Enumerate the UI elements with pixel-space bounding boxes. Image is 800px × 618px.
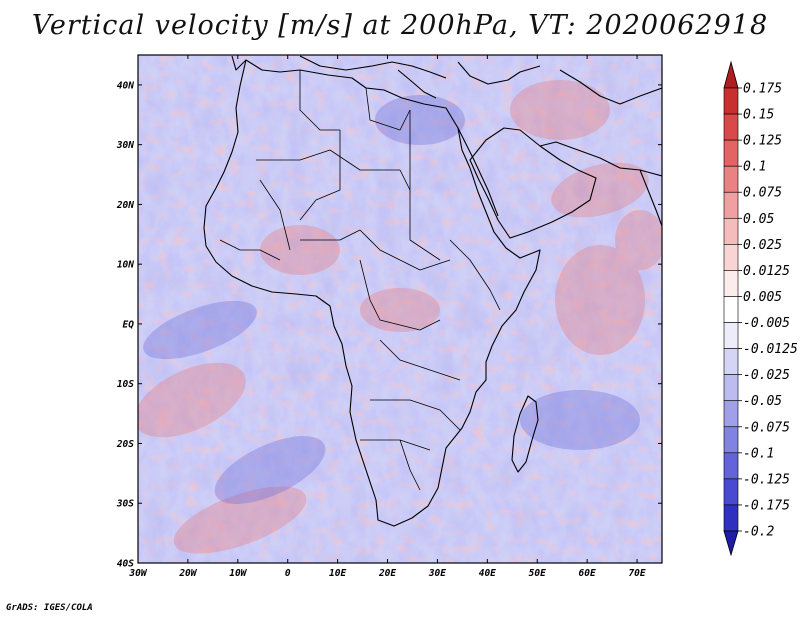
colorbar-label: -0.125	[743, 472, 790, 487]
colorbar-label: 0.075	[743, 186, 782, 201]
colorbar-segment	[723, 113, 739, 141]
colorbar-label: -0.0125	[743, 342, 798, 357]
colorbar-segment	[723, 191, 739, 219]
lon-tick-label: 20E	[378, 568, 396, 579]
colorbar-segment	[723, 452, 739, 480]
lat-tick-label: 20N	[116, 200, 134, 211]
colorbar-label: 0.005	[743, 290, 782, 305]
colorbar-segment	[723, 400, 739, 428]
credit-label: GrADS: IGES/COLA	[6, 603, 93, 613]
colorbar-label: -0.2	[743, 525, 774, 540]
velocity-field	[138, 55, 662, 563]
colorbar-label: -0.025	[743, 368, 790, 383]
colorbar-segment	[723, 322, 739, 349]
colorbar-segment	[723, 139, 739, 167]
lat-tick-label: 30S	[116, 499, 134, 510]
lon-tick-label: 50E	[529, 568, 546, 579]
colorbar-label: -0.05	[743, 394, 782, 409]
colorbar-label: 0.1	[743, 160, 766, 175]
colorbar-label: 0.05	[743, 212, 774, 227]
coastlines	[203, 55, 662, 527]
lat-tick-label: 40S	[117, 559, 134, 570]
lon-tick-label: 30E	[428, 568, 446, 579]
colorbar-segment	[723, 270, 739, 297]
colorbar-label: 0.0125	[743, 264, 790, 279]
lon-tick-label: 10W	[229, 568, 247, 579]
map-title: Vertical velocity [m/s] at 200hPa, VT: 2…	[31, 10, 769, 41]
colorbar-segment	[723, 504, 739, 532]
colorbar-label: 0.15	[743, 108, 774, 123]
colorbar-label: -0.005	[743, 316, 790, 331]
lon-tick-label: 0	[285, 568, 291, 579]
colorbar-segment	[723, 374, 739, 402]
colorbar-label: -0.1	[743, 446, 774, 461]
colorbar-bottom-arrow	[723, 530, 739, 557]
colorbar-top-arrow	[723, 60, 739, 89]
colorbar-segment	[723, 426, 739, 454]
lon-tick-label: 60E	[579, 568, 596, 579]
lon-tick-label: 70E	[628, 568, 645, 579]
colorbar-segment	[723, 87, 739, 115]
lat-tick-label: 20S	[116, 439, 134, 450]
colorbar-segment	[723, 244, 739, 271]
lat-tick-label: 10N	[117, 260, 134, 271]
colorbar-segment	[723, 165, 739, 193]
colorbar-label: 0.025	[743, 238, 782, 253]
lon-tick-label: 40E	[479, 568, 496, 579]
lat-tick-label: 10S	[117, 379, 134, 390]
colorbar-segment	[723, 478, 739, 506]
lat-tick-label: 40N	[117, 80, 134, 91]
colorbar-label: 0.175	[743, 82, 782, 97]
lon-tick-label: 30W	[128, 568, 147, 579]
lat-tick-label: 30N	[116, 140, 134, 151]
lat-tick-label: EQ	[123, 319, 135, 330]
colorbar-segment	[723, 296, 739, 323]
colorbar-segment	[723, 217, 739, 245]
colorbar-label: -0.075	[743, 420, 790, 435]
lon-tick-label: 20W	[178, 568, 197, 579]
colorbar-segment	[723, 348, 739, 375]
lon-tick-label: 10E	[329, 568, 346, 579]
colorbar-label: -0.175	[743, 498, 790, 513]
plot-frame	[137, 54, 663, 564]
colorbar-label: 0.125	[743, 134, 782, 149]
